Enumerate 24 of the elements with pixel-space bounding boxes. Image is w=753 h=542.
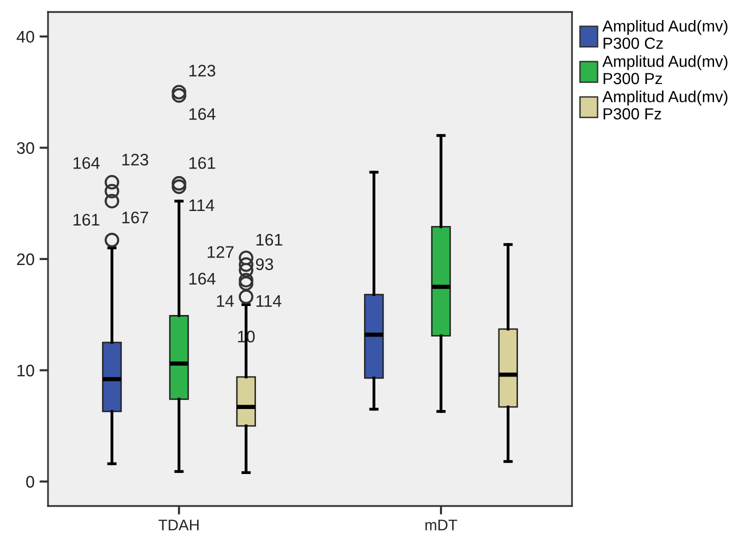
annotation: 161 — [189, 157, 216, 169]
annotation: 127 — [208, 246, 234, 258]
legend-label: Amplitud Aud(mv) P300 Fz — [602, 90, 728, 120]
y-tick-label: 40 — [16, 30, 34, 43]
y-tick-label: 30 — [16, 142, 34, 154]
x-tick-label: TDAH — [158, 520, 199, 530]
annotation: 114 — [189, 200, 214, 212]
annotation: 167 — [122, 212, 148, 224]
annotation: 93 — [256, 258, 274, 270]
annotation: 123 — [189, 64, 216, 77]
annotation: 164 — [74, 157, 100, 169]
annotation: 164 — [189, 108, 216, 120]
y-tick-label: 10 — [18, 364, 34, 376]
annotation: 161 — [256, 234, 282, 246]
annotation: 161 — [74, 214, 100, 226]
legend-label: Amplitud Aud(mv) P300 Pz — [602, 55, 728, 84]
y-tick-label: 0 — [26, 476, 34, 488]
annotation: 114 — [256, 295, 282, 307]
y-tick-label: 20 — [17, 253, 34, 266]
annotation: 164 — [189, 272, 216, 285]
x-tick-label: mDT — [425, 520, 458, 530]
annotation: 14 — [217, 295, 234, 307]
annotation: 123 — [122, 154, 148, 166]
legend-label: Amplitud Aud(mv) P300 Cz — [602, 20, 728, 49]
